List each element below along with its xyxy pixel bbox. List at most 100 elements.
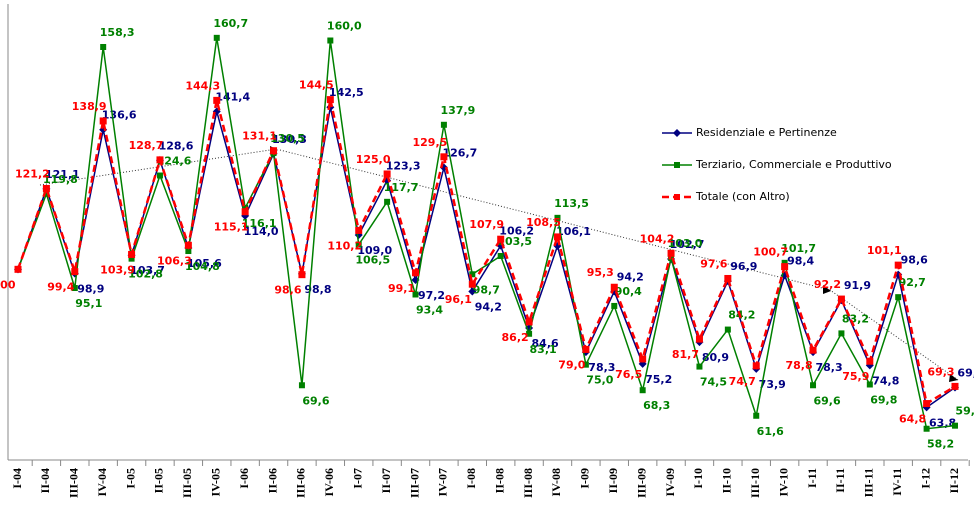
data-label: 86,2 [502,331,529,344]
x-tick-label: II-10 [720,468,734,493]
marker [923,425,930,432]
data-label: 83,2 [842,312,869,325]
marker [951,382,959,390]
data-label: 108,5 [526,216,561,229]
x-tick-label: III-05 [180,468,194,498]
data-label: 128,6 [159,139,194,152]
data-label: 95,1 [75,297,102,310]
data-label: 121,2 [15,167,50,180]
marker [213,96,221,104]
data-label: 75,2 [645,373,672,386]
marker [695,335,703,343]
data-label: 79,0 [558,358,585,371]
x-tick-label: I-06 [237,468,251,489]
marker [355,226,363,234]
marker [923,400,931,408]
data-label: 123,3 [386,159,421,172]
data-label: 78,8 [785,359,812,372]
marker [326,96,334,104]
marker [526,330,533,337]
data-label: 119,8 [43,173,78,186]
data-label: 137,9 [441,104,476,117]
marker [554,214,561,221]
marker [412,269,420,277]
data-label: 69,0 [957,367,974,380]
x-tick-label: III-08 [521,468,535,498]
x-tick-label: IV-10 [776,468,790,496]
x-tick-label: IV-08 [549,468,563,496]
marker [469,271,476,278]
data-label: 84,6 [532,337,559,350]
marker [128,250,136,258]
marker [128,255,135,262]
x-tick-label: III-10 [748,468,762,498]
marker [639,387,646,394]
data-label: 81,7 [672,348,699,361]
data-label: 74,5 [700,376,727,389]
data-label: 136,6 [102,109,137,122]
marker [383,170,391,178]
legend-marker [674,194,680,200]
data-label: 68,3 [643,399,670,412]
data-label: 102,8 [128,268,163,281]
data-label: 99,1 [388,282,415,295]
marker [440,121,447,128]
x-tick-label: II-11 [833,468,847,493]
data-label: 105,6 [187,257,222,270]
x-tick-label: II-12 [947,468,961,493]
legend-marker [673,129,681,137]
data-label: 73,9 [759,378,786,391]
marker [213,34,220,41]
data-label: 98,8 [304,283,331,296]
x-tick-label: III-06 [294,468,308,498]
data-label: 101,1 [867,244,902,257]
x-tick-label: I-11 [805,468,819,488]
data-label: 78,3 [588,361,615,374]
data-label: 104,8 [185,260,220,273]
data-label: 131,1 [242,130,277,143]
data-label: 96,9 [730,260,757,273]
marker [184,241,192,249]
marker [468,287,477,296]
data-label: 160,7 [213,17,248,30]
data-label: 106,2 [499,225,534,238]
data-label: 99,4 [47,281,74,294]
x-tick-label: I-04 [10,468,24,489]
marker [696,363,703,370]
data-label: 83,1 [530,343,557,356]
trend-arrow [949,374,958,382]
marker [838,330,845,337]
data-label: 98,6 [274,284,301,297]
marker [355,241,362,248]
trend-arrow [823,285,831,294]
data-label: 106,3 [157,254,192,267]
trend-line [279,149,959,381]
data-label: 117,7 [384,181,419,194]
x-tick-label: IV-09 [663,468,677,496]
data-label: 95,3 [587,266,614,279]
marker [270,147,278,155]
marker [810,382,817,389]
data-label: 109,0 [357,244,392,257]
x-tick-label: I-10 [691,468,705,489]
data-label: 128,7 [129,139,164,152]
marker [724,274,732,282]
data-label: 144,5 [299,79,334,92]
marker [610,283,618,291]
data-label: 64,8 [899,413,926,426]
data-label: 98,4 [787,254,814,267]
marker [667,249,675,257]
data-label: 75,0 [586,374,613,387]
x-tick-label: II-04 [38,468,52,493]
x-tick-label: IV-05 [209,468,223,496]
marker [611,302,618,309]
data-label: 115,1 [214,221,249,234]
marker [866,357,874,365]
x-tick-label: II-08 [492,468,506,493]
data-label: 142,5 [329,86,364,99]
marker [582,361,589,368]
legend-label: Terziario, Commerciale e Produttivo [695,158,892,171]
marker [100,43,107,50]
x-tick-label: II-07 [379,468,393,493]
